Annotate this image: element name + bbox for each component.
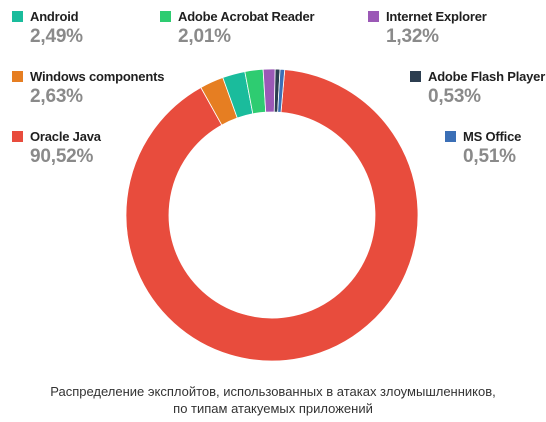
chart-caption: Распределение эксплойтов, использованных… (0, 383, 546, 417)
legend-label-internet-explorer: Internet Explorer (386, 8, 487, 24)
legend-value-windows-components: 2,63% (30, 86, 83, 107)
legend-value-oracle-java: 90,52% (30, 146, 94, 167)
legend-value-internet-explorer: 1,32% (386, 26, 439, 47)
legend-swatch-adobe-acrobat-reader (160, 10, 171, 22)
legend-swatch-oracle-java (12, 130, 23, 142)
legend-adobe-acrobat-reader: Adobe Acrobat Reader 2,01% (160, 7, 315, 48)
legend-value-ms-office: 0,51% (463, 146, 516, 167)
legend-label-adobe-flash-player: Adobe Flash Player (428, 68, 546, 84)
caption-line-1: Распределение эксплойтов, использованных… (50, 384, 496, 399)
donut-chart (125, 68, 419, 362)
legend-ms-office: MS Office 0,51% (445, 127, 521, 168)
legend-adobe-flash-player: Adobe Flash Player 0,53% (410, 67, 545, 108)
legend-internet-explorer: Internet Explorer 1,32% (368, 7, 487, 48)
legend-oracle-java: Oracle Java 90,52% (12, 127, 101, 168)
legend-android: Android 2,49% (12, 7, 83, 48)
legend-value-adobe-flash-player: 0,53% (428, 86, 481, 107)
legend-swatch-internet-explorer (368, 10, 379, 22)
legend-label-android: Android (30, 8, 79, 24)
legend-label-windows-components: Windows components (30, 68, 165, 84)
legend-value-android: 2,49% (30, 26, 83, 47)
legend-label-adobe-acrobat-reader: Adobe Acrobat Reader (178, 8, 315, 24)
legend-label-oracle-java: Oracle Java (30, 128, 101, 144)
legend-swatch-ms-office (445, 130, 456, 142)
legend-swatch-adobe-flash-player (410, 70, 421, 82)
legend-windows-components: Windows components 2,63% (12, 67, 164, 108)
slice-ms-office (277, 68, 286, 113)
legend-label-ms-office: MS Office (463, 128, 522, 144)
legend-swatch-android (12, 10, 23, 22)
legend-value-adobe-acrobat-reader: 2,01% (178, 26, 231, 47)
legend-swatch-windows-components (12, 70, 23, 82)
slice-oracle-java (125, 69, 419, 362)
caption-line-2: по типам атакуемых приложений (173, 401, 373, 416)
